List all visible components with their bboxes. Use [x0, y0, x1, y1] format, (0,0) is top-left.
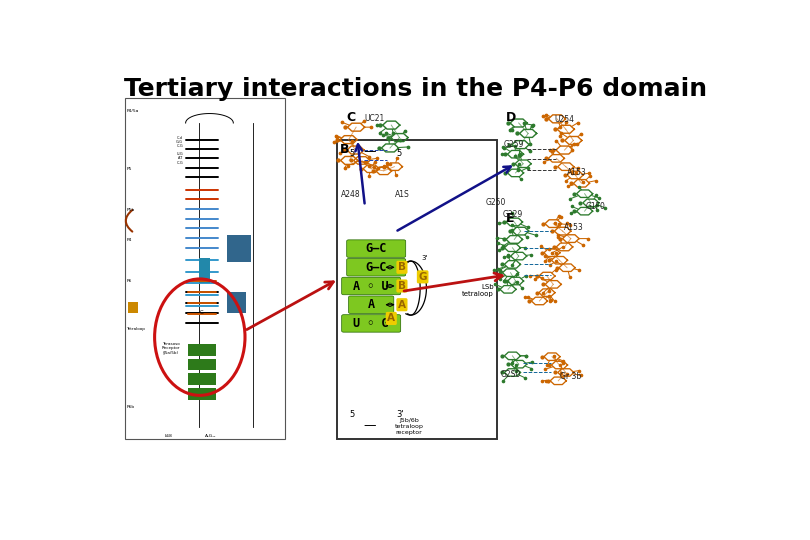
Bar: [337, 140, 497, 439]
Text: 5: 5: [396, 149, 402, 158]
Text: D: D: [506, 111, 517, 124]
Text: A: A: [398, 300, 406, 310]
Text: P5: P5: [126, 167, 132, 171]
Text: A153: A153: [564, 224, 583, 232]
Text: B: B: [340, 143, 349, 156]
Bar: [128, 302, 139, 313]
Bar: [188, 373, 215, 385]
Text: G2S0: G2S0: [501, 370, 522, 380]
Text: —: —: [363, 418, 376, 431]
Text: 3': 3': [421, 255, 428, 261]
Text: G—C: G—C: [365, 242, 387, 255]
Text: G-G: G-G: [177, 140, 183, 144]
FancyBboxPatch shape: [342, 277, 401, 295]
Text: C-d: C-d: [177, 136, 183, 139]
Text: P5b: P5b: [126, 207, 134, 212]
Bar: [188, 344, 215, 356]
Text: G1F0: G1F0: [586, 201, 605, 211]
Text: G259: G259: [504, 140, 524, 149]
Text: G229: G229: [502, 210, 522, 219]
Text: G—C: G—C: [365, 261, 387, 274]
Text: P6b: P6b: [126, 406, 134, 409]
Text: Gr 3b: Gr 3b: [561, 372, 582, 381]
Text: C-G: C-G: [177, 144, 183, 148]
Text: 5: 5: [349, 410, 355, 420]
Text: G: G: [200, 310, 204, 315]
Text: A-T: A-T: [178, 157, 183, 160]
Text: P4/5a: P4/5a: [126, 109, 139, 113]
Text: —: —: [363, 145, 376, 158]
Text: LSb
tetraloop: LSb tetraloop: [462, 284, 493, 296]
Text: 3': 3': [396, 410, 404, 420]
Text: C-G: C-G: [177, 160, 183, 165]
Bar: [188, 359, 215, 370]
Text: J5b/6b
tetraloop
receptor: J5b/6b tetraloop receptor: [394, 418, 424, 435]
Text: B: B: [398, 281, 406, 291]
Text: P6: P6: [126, 279, 132, 283]
Text: Terasoso
Receptor
(J5a/5b): Terasoso Receptor (J5a/5b): [161, 342, 180, 355]
Text: B: B: [398, 262, 406, 272]
Text: UC21: UC21: [364, 114, 385, 123]
FancyBboxPatch shape: [348, 296, 394, 313]
Text: Tetraloop: Tetraloop: [126, 327, 145, 331]
Bar: [125, 98, 285, 439]
Text: A248: A248: [341, 190, 360, 199]
Text: A₁G₁₁: A₁G₁₁: [205, 434, 217, 438]
Bar: [227, 235, 251, 262]
Text: A153: A153: [566, 168, 586, 178]
Text: U-G: U-G: [177, 152, 183, 156]
Text: A: A: [368, 298, 375, 311]
Text: U ◦ G: U ◦ G: [353, 317, 389, 330]
FancyBboxPatch shape: [347, 240, 406, 258]
FancyBboxPatch shape: [347, 259, 406, 276]
Text: G: G: [419, 272, 427, 282]
Text: C: C: [346, 111, 356, 124]
Text: Tertiary interactions in the P4-P6 domain: Tertiary interactions in the P4-P6 domai…: [124, 77, 706, 102]
Text: L68: L68: [165, 434, 173, 438]
Text: U254: U254: [555, 115, 574, 124]
Bar: [198, 258, 210, 283]
Text: 5: 5: [349, 149, 355, 158]
Bar: [188, 388, 215, 400]
Text: P4: P4: [126, 238, 132, 242]
Text: A ◦ U: A ◦ U: [353, 280, 389, 293]
FancyBboxPatch shape: [342, 315, 401, 332]
Text: A1S: A1S: [395, 190, 410, 199]
Bar: [227, 292, 246, 313]
Text: A: A: [387, 313, 395, 323]
Text: E: E: [506, 212, 514, 225]
Text: G250: G250: [486, 198, 506, 207]
